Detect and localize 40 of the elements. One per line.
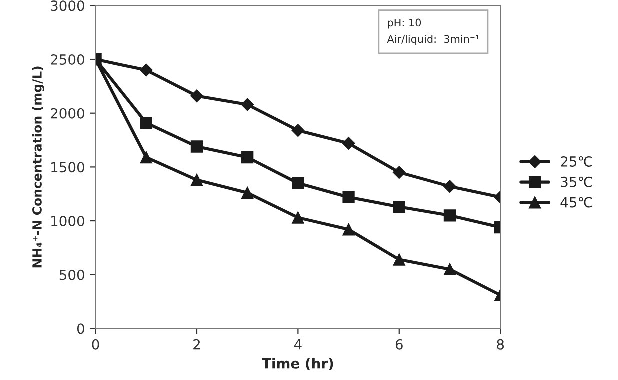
point <box>444 180 456 193</box>
y-tick-label: 2000 <box>51 108 84 119</box>
point <box>393 254 406 266</box>
y-tick-label: 1000 <box>52 216 84 227</box>
point <box>292 124 305 138</box>
point <box>342 224 355 236</box>
x-tick-label: 6 <box>396 339 403 350</box>
annotation: pH: 10 <box>388 18 422 29</box>
point <box>392 166 406 179</box>
point <box>140 151 152 164</box>
x-tick-label: 2 <box>194 339 200 350</box>
point <box>190 140 204 153</box>
point <box>242 151 254 164</box>
y-axis-title: NH₄⁺-N Concentration (mg/L) <box>32 66 44 268</box>
y-tick-label: 500 <box>60 270 84 280</box>
x-tick-label: 0 <box>92 339 100 350</box>
point <box>444 210 456 222</box>
legend-label: 45℃ <box>560 197 592 208</box>
point <box>140 64 153 77</box>
point <box>242 186 254 200</box>
point <box>140 116 152 130</box>
point <box>393 200 406 214</box>
y-tick-label: 3000 <box>51 0 84 12</box>
point <box>292 177 304 190</box>
annotation: Air/liquid: 3min⁻¹ <box>387 35 480 46</box>
legend-label: 25℃ <box>561 156 592 167</box>
x-tick-label: 8 <box>497 339 504 350</box>
y-tick-label: 1500 <box>52 162 84 173</box>
y-tick-label: 0 <box>77 324 84 334</box>
y-tick-label: 2500 <box>51 54 84 66</box>
point <box>190 90 204 103</box>
point <box>444 263 456 276</box>
legend-label: 35℃ <box>561 176 592 188</box>
point <box>342 137 356 150</box>
x-axis-title: Time (hr) <box>262 358 334 370</box>
point <box>292 212 304 224</box>
point <box>342 191 355 204</box>
point <box>241 98 254 112</box>
x-tick-label: 4 <box>294 340 302 350</box>
point <box>190 174 204 186</box>
